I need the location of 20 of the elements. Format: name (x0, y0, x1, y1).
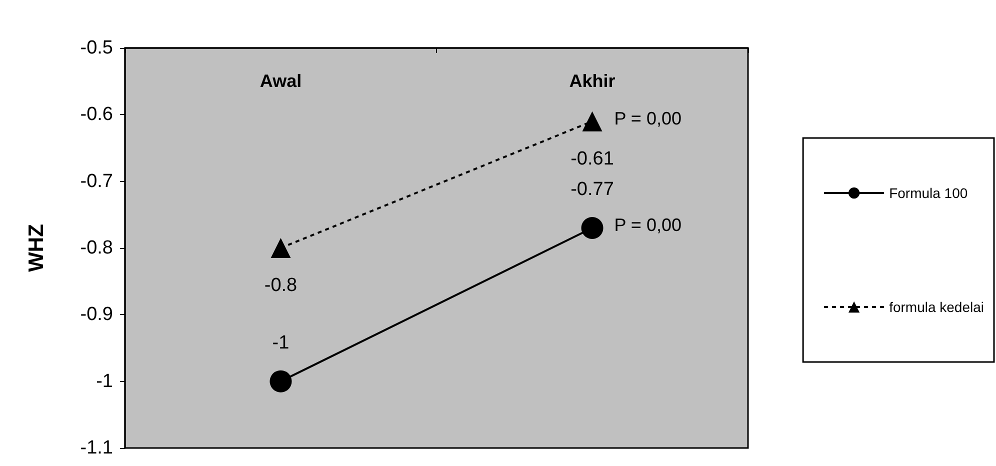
x-tick-label: Akhir (569, 71, 616, 91)
data-label: -1 (272, 332, 290, 354)
data-label: -0.8 (264, 275, 298, 296)
data-label: -0.77 (570, 179, 614, 200)
y-tick-label: -1 (96, 370, 113, 392)
y-tick-label: -1.1 (80, 438, 113, 458)
y-tick-label: -0.7 (80, 170, 113, 192)
y-tick-label: -0.8 (80, 238, 113, 258)
y-axis-title: WHZ (25, 224, 48, 272)
y-tick-label: -0.6 (80, 104, 113, 126)
legend-label: Formula 100 (889, 185, 968, 201)
point (270, 370, 292, 392)
annotation: P = 0,00 (614, 108, 682, 128)
data-label: -0.61 (570, 148, 614, 170)
y-tick-label: -0.9 (80, 304, 113, 326)
point (581, 217, 604, 239)
annotation: P = 0,00 (614, 215, 682, 235)
y-tick-label: -0.5 (80, 38, 113, 58)
legend-label: formula kedelai (889, 299, 984, 315)
x-tick-label: Awal (260, 71, 302, 91)
